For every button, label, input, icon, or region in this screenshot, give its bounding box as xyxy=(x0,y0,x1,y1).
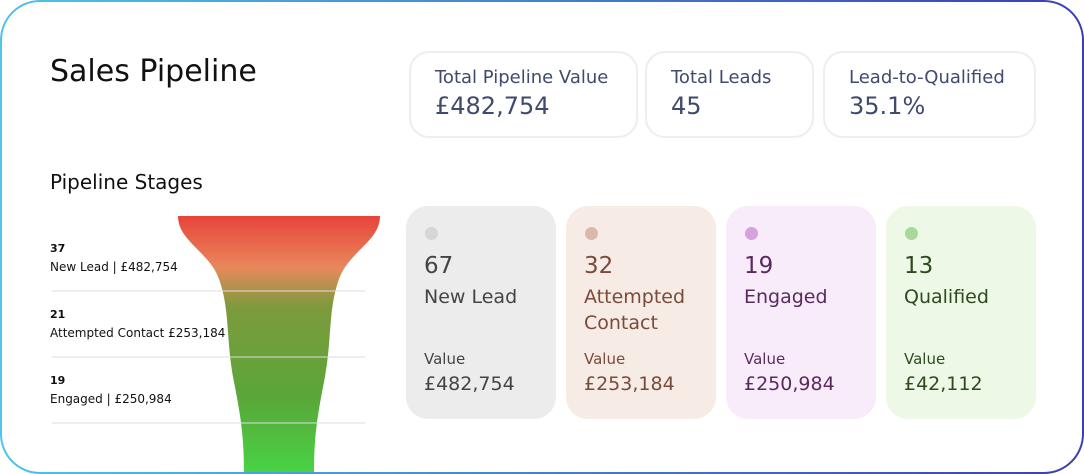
funnel-label: 21 Attempted Contact £253,184 xyxy=(50,308,225,340)
stage-card: 13 Qualified Value £42,112 xyxy=(886,206,1036,419)
stage-count: 19 xyxy=(744,253,774,279)
stage-count: 32 xyxy=(584,253,614,279)
stage-value: £482,754 xyxy=(424,373,515,395)
stage-card: 32 Attempted Contact Value £253,184 xyxy=(566,206,716,419)
stage-value-label: Value xyxy=(424,350,466,368)
stage-count: 13 xyxy=(904,253,934,279)
stage-value: £42,112 xyxy=(904,373,983,395)
kpi-value: 35.1% xyxy=(849,92,926,120)
kpi-label: Total Leads xyxy=(671,67,772,88)
stage-dot xyxy=(425,227,438,240)
kpi-card: Total Pipeline Value £482,754 xyxy=(409,51,638,138)
funnel-count: 21 xyxy=(50,308,66,321)
stage-name: Attempted Contact xyxy=(584,286,686,334)
kpi-value: £482,754 xyxy=(435,92,550,120)
page-title: Sales Pipeline xyxy=(50,54,257,89)
stage-name: Engaged xyxy=(744,286,828,308)
stage-value-label: Value xyxy=(584,350,626,368)
section-title: Pipeline Stages xyxy=(50,170,203,194)
stage-value-label: Value xyxy=(744,350,786,368)
funnel-text: Attempted Contact £253,184 xyxy=(50,326,226,340)
stage-value-label: Value xyxy=(904,350,946,368)
funnel-shape xyxy=(178,216,380,472)
stage-dot xyxy=(745,227,758,240)
stage-card: 67 New Lead Value £482,754 xyxy=(406,206,556,419)
funnel-text: Engaged | £250,984 xyxy=(50,392,172,406)
funnel-count: 19 xyxy=(50,374,66,387)
stage-value: £250,984 xyxy=(744,373,835,395)
kpi-card: Total Leads 45 xyxy=(645,51,814,138)
stage-name: Qualified xyxy=(904,286,989,308)
stage-value: £253,184 xyxy=(584,373,675,395)
funnel-label: 37 New Lead | £482,754 xyxy=(50,242,178,274)
funnel xyxy=(52,216,380,472)
kpi-card: Lead-to-Qualified 35.1% xyxy=(823,51,1036,138)
kpi-value: 45 xyxy=(671,92,702,120)
stage-dot xyxy=(585,227,598,240)
funnel-count: 37 xyxy=(50,242,66,255)
stage-count: 67 xyxy=(424,253,454,279)
kpi-label: Lead-to-Qualified xyxy=(849,67,1005,88)
stage-name: New Lead xyxy=(424,286,518,308)
funnel-label: 19 Engaged | £250,984 xyxy=(50,374,172,406)
kpi-label: Total Pipeline Value xyxy=(435,67,609,88)
stage-dot xyxy=(905,227,918,240)
funnel-text: New Lead | £482,754 xyxy=(50,260,178,274)
stage-card: 19 Engaged Value £250,984 xyxy=(726,206,876,419)
